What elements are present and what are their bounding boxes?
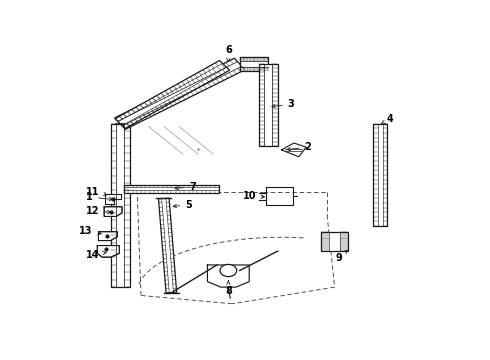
Polygon shape <box>115 58 245 129</box>
Text: 13: 13 <box>79 226 101 236</box>
Text: 7: 7 <box>175 182 196 192</box>
Polygon shape <box>321 232 348 251</box>
Polygon shape <box>124 185 219 193</box>
Polygon shape <box>111 123 129 287</box>
Text: 3: 3 <box>272 99 294 109</box>
Text: 5: 5 <box>173 200 192 210</box>
Polygon shape <box>104 207 122 216</box>
Text: 14: 14 <box>86 250 106 260</box>
Polygon shape <box>98 232 118 240</box>
Polygon shape <box>259 64 278 146</box>
Polygon shape <box>98 246 120 257</box>
Text: 1: 1 <box>86 192 113 202</box>
Text: 12: 12 <box>86 207 111 216</box>
Polygon shape <box>373 123 387 226</box>
Polygon shape <box>158 198 177 293</box>
Polygon shape <box>105 194 121 204</box>
Circle shape <box>220 264 237 276</box>
Polygon shape <box>115 60 230 129</box>
Text: 6: 6 <box>225 45 232 62</box>
Polygon shape <box>240 57 268 71</box>
Text: 2: 2 <box>287 142 312 152</box>
Text: 8: 8 <box>225 281 232 296</box>
Text: 4: 4 <box>381 114 393 125</box>
Text: 9: 9 <box>335 250 347 263</box>
Text: 10: 10 <box>243 191 265 201</box>
Text: 11: 11 <box>86 187 107 197</box>
